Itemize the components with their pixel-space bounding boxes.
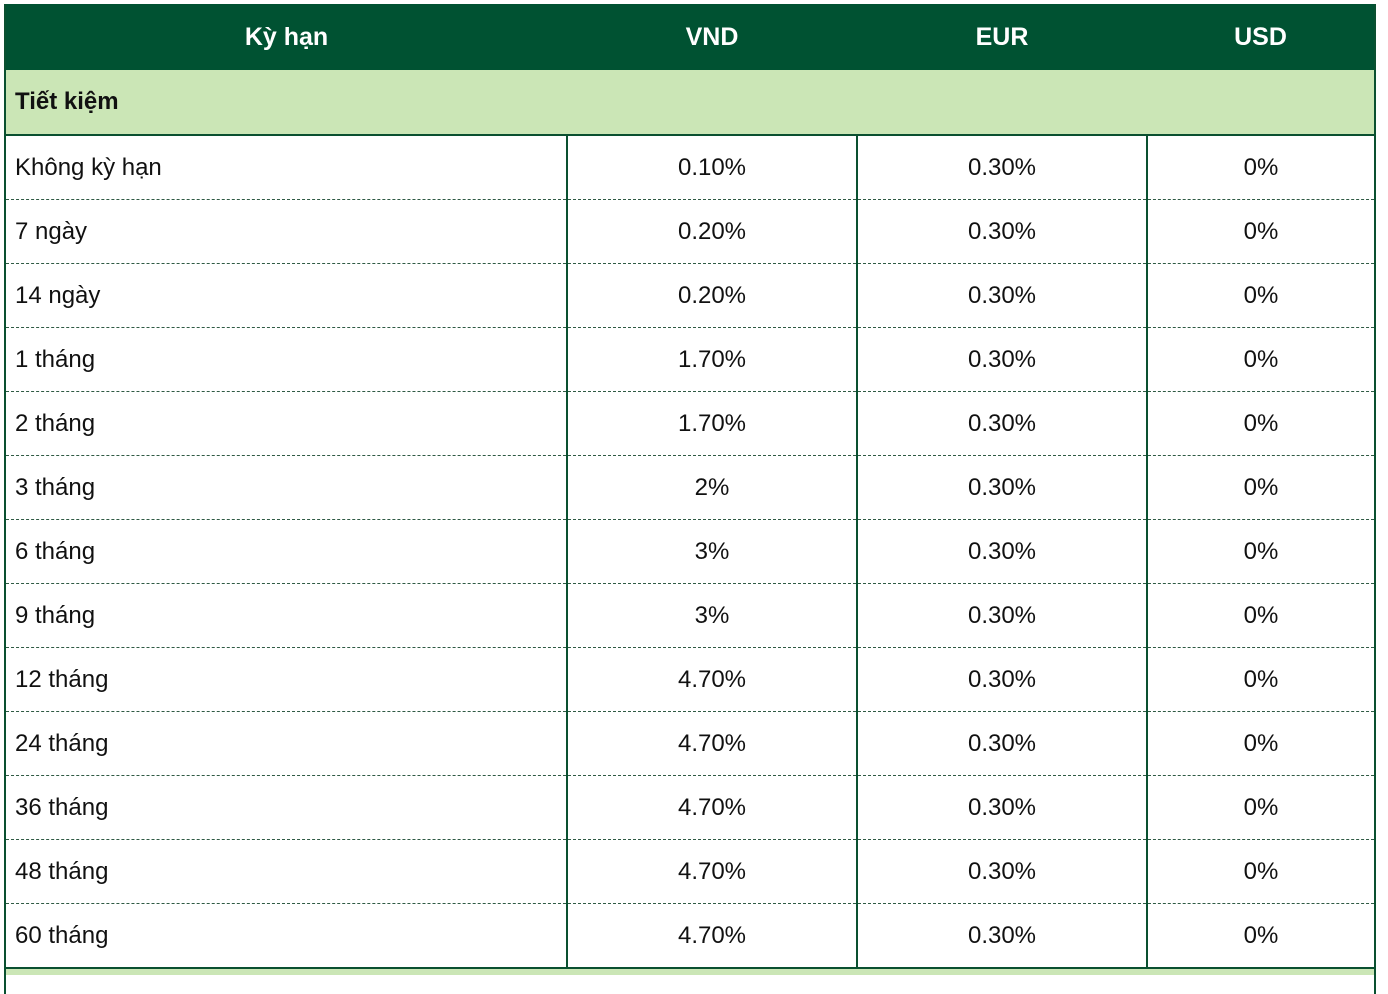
interest-rate-table: Kỳ hạn VND EUR USD Tiết kiệm Không kỳ hạ…	[4, 4, 1376, 994]
table-row: 9 tháng 3% 0.30% 0%	[6, 583, 1374, 648]
footer-strip-cell	[6, 968, 1374, 975]
eur-rate-cell: 0.30%	[856, 391, 1147, 456]
header-term: Kỳ hạn	[6, 4, 567, 70]
usd-rate-cell: 0%	[1146, 327, 1374, 392]
header-eur: EUR	[857, 4, 1147, 70]
usd-rate-cell: 0%	[1146, 519, 1374, 584]
table-row: Không kỳ hạn 0.10% 0.30% 0%	[6, 135, 1374, 200]
usd-rate-cell: 0%	[1146, 903, 1374, 969]
vnd-rate-cell: 1.70%	[566, 327, 857, 392]
usd-rate-cell: 0%	[1146, 135, 1374, 200]
term-cell: 6 tháng	[6, 519, 567, 584]
usd-rate-cell: 0%	[1146, 583, 1374, 648]
usd-rate-cell: 0%	[1146, 647, 1374, 712]
table-row: 14 ngày 0.20% 0.30% 0%	[6, 263, 1374, 328]
header-vnd: VND	[567, 4, 857, 70]
usd-rate-cell: 0%	[1146, 455, 1374, 520]
group-row-savings: Tiết kiệm	[6, 70, 1374, 136]
table-row: 24 tháng 4.70% 0.30% 0%	[6, 711, 1374, 776]
eur-rate-cell: 0.30%	[856, 711, 1147, 776]
eur-rate-cell: 0.30%	[856, 455, 1147, 520]
usd-rate-cell: 0%	[1146, 711, 1374, 776]
header-usd: USD	[1147, 4, 1374, 70]
vnd-rate-cell: 4.70%	[566, 711, 857, 776]
term-cell: 48 tháng	[6, 839, 567, 904]
vnd-rate-cell: 2%	[566, 455, 857, 520]
term-cell: 60 tháng	[6, 903, 567, 969]
vnd-rate-cell: 0.10%	[566, 135, 857, 200]
vnd-rate-cell: 3%	[566, 583, 857, 648]
table-row: 1 tháng 1.70% 0.30% 0%	[6, 327, 1374, 392]
footer-strip	[6, 968, 1374, 975]
vnd-rate-cell: 4.70%	[566, 903, 857, 969]
vnd-rate-cell: 4.70%	[566, 647, 857, 712]
usd-rate-cell: 0%	[1146, 839, 1374, 904]
rate-table: Kỳ hạn VND EUR USD Tiết kiệm Không kỳ hạ…	[6, 4, 1374, 975]
eur-rate-cell: 0.30%	[856, 327, 1147, 392]
vnd-rate-cell: 4.70%	[566, 839, 857, 904]
table-row: 48 tháng 4.70% 0.30% 0%	[6, 839, 1374, 904]
eur-rate-cell: 0.30%	[856, 135, 1147, 200]
table-row: 3 tháng 2% 0.30% 0%	[6, 455, 1374, 520]
table-row: 7 ngày 0.20% 0.30% 0%	[6, 199, 1374, 264]
table-row: 36 tháng 4.70% 0.30% 0%	[6, 775, 1374, 840]
table-row: 2 tháng 1.70% 0.30% 0%	[6, 391, 1374, 456]
table-row: 6 tháng 3% 0.30% 0%	[6, 519, 1374, 584]
vnd-rate-cell: 4.70%	[566, 775, 857, 840]
term-cell: 1 tháng	[6, 327, 567, 392]
term-cell: 2 tháng	[6, 391, 567, 456]
term-cell: 9 tháng	[6, 583, 567, 648]
eur-rate-cell: 0.30%	[856, 903, 1147, 969]
term-cell: 7 ngày	[6, 199, 567, 264]
eur-rate-cell: 0.30%	[856, 519, 1147, 584]
eur-rate-cell: 0.30%	[856, 775, 1147, 840]
eur-rate-cell: 0.30%	[856, 199, 1147, 264]
vnd-rate-cell: 1.70%	[566, 391, 857, 456]
eur-rate-cell: 0.30%	[856, 647, 1147, 712]
term-cell: 3 tháng	[6, 455, 567, 520]
eur-rate-cell: 0.30%	[856, 583, 1147, 648]
usd-rate-cell: 0%	[1146, 199, 1374, 264]
term-cell: 14 ngày	[6, 263, 567, 328]
usd-rate-cell: 0%	[1146, 775, 1374, 840]
vnd-rate-cell: 0.20%	[566, 199, 857, 264]
term-cell: 12 tháng	[6, 647, 567, 712]
eur-rate-cell: 0.30%	[856, 839, 1147, 904]
usd-rate-cell: 0%	[1146, 263, 1374, 328]
table-row: 12 tháng 4.70% 0.30% 0%	[6, 647, 1374, 712]
table-row: 60 tháng 4.70% 0.30% 0%	[6, 903, 1374, 969]
term-cell: 36 tháng	[6, 775, 567, 840]
header-row: Kỳ hạn VND EUR USD	[6, 4, 1374, 70]
vnd-rate-cell: 0.20%	[566, 263, 857, 328]
eur-rate-cell: 0.30%	[856, 263, 1147, 328]
term-cell: Không kỳ hạn	[6, 135, 567, 200]
group-label: Tiết kiệm	[6, 70, 1374, 136]
usd-rate-cell: 0%	[1146, 391, 1374, 456]
term-cell: 24 tháng	[6, 711, 567, 776]
vnd-rate-cell: 3%	[566, 519, 857, 584]
